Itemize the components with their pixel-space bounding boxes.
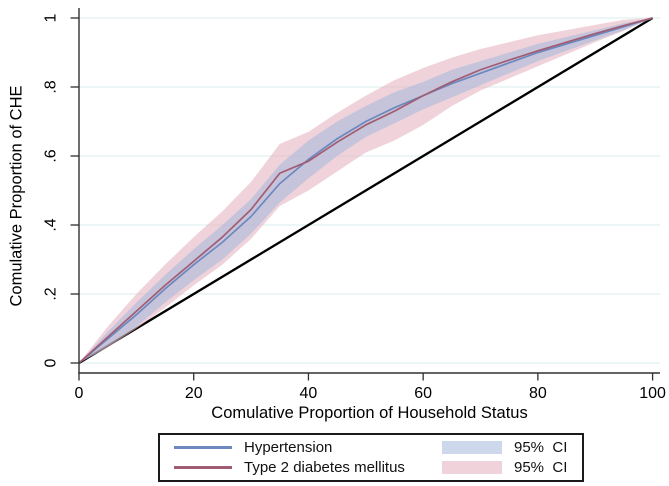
y-tick-label: 0 bbox=[43, 358, 60, 367]
line-of-equality bbox=[78, 17, 654, 364]
legend-row-diabetes: Type 2 diabetes mellitus 95% CI bbox=[160, 460, 582, 475]
x-tick-label: 0 bbox=[75, 385, 84, 402]
diabetes-legend-label: Type 2 diabetes mellitus bbox=[244, 459, 405, 476]
hypertension-line-swatch bbox=[174, 446, 232, 449]
diabetes-ci-label: 95% CI bbox=[514, 459, 568, 476]
y-tick-label: .4 bbox=[43, 218, 60, 231]
y-tick-label: .6 bbox=[43, 149, 60, 162]
x-tick-label: 20 bbox=[185, 385, 203, 402]
x-tick-label: 40 bbox=[300, 385, 318, 402]
hypertension-ci-label: 95% CI bbox=[514, 439, 568, 456]
y-tick-label: .8 bbox=[43, 80, 60, 93]
diabetes-line-swatch bbox=[174, 466, 232, 469]
series-line-1 bbox=[78, 17, 653, 364]
legend: Hypertension 95% CI Type 2 diabetes mell… bbox=[158, 433, 584, 482]
legend-row-hypertension: Hypertension 95% CI bbox=[160, 440, 582, 455]
x-tick-label: 60 bbox=[414, 385, 432, 402]
ci-band-1 bbox=[79, 18, 653, 363]
x-tick-label: 80 bbox=[529, 385, 547, 402]
hypertension-legend-label: Hypertension bbox=[244, 439, 333, 456]
y-tick-label: .2 bbox=[43, 287, 60, 300]
y-axis-title: Comulative Proportion of CHE bbox=[7, 85, 26, 307]
x-tick-label: 100 bbox=[639, 385, 666, 402]
x-axis-title: Comulative Proportion of Household Statu… bbox=[211, 404, 528, 422]
diabetes-ci-swatch bbox=[442, 461, 502, 474]
series-line-0 bbox=[78, 17, 653, 364]
y-tick-label: 1 bbox=[43, 13, 60, 22]
hypertension-ci-swatch bbox=[442, 441, 502, 454]
